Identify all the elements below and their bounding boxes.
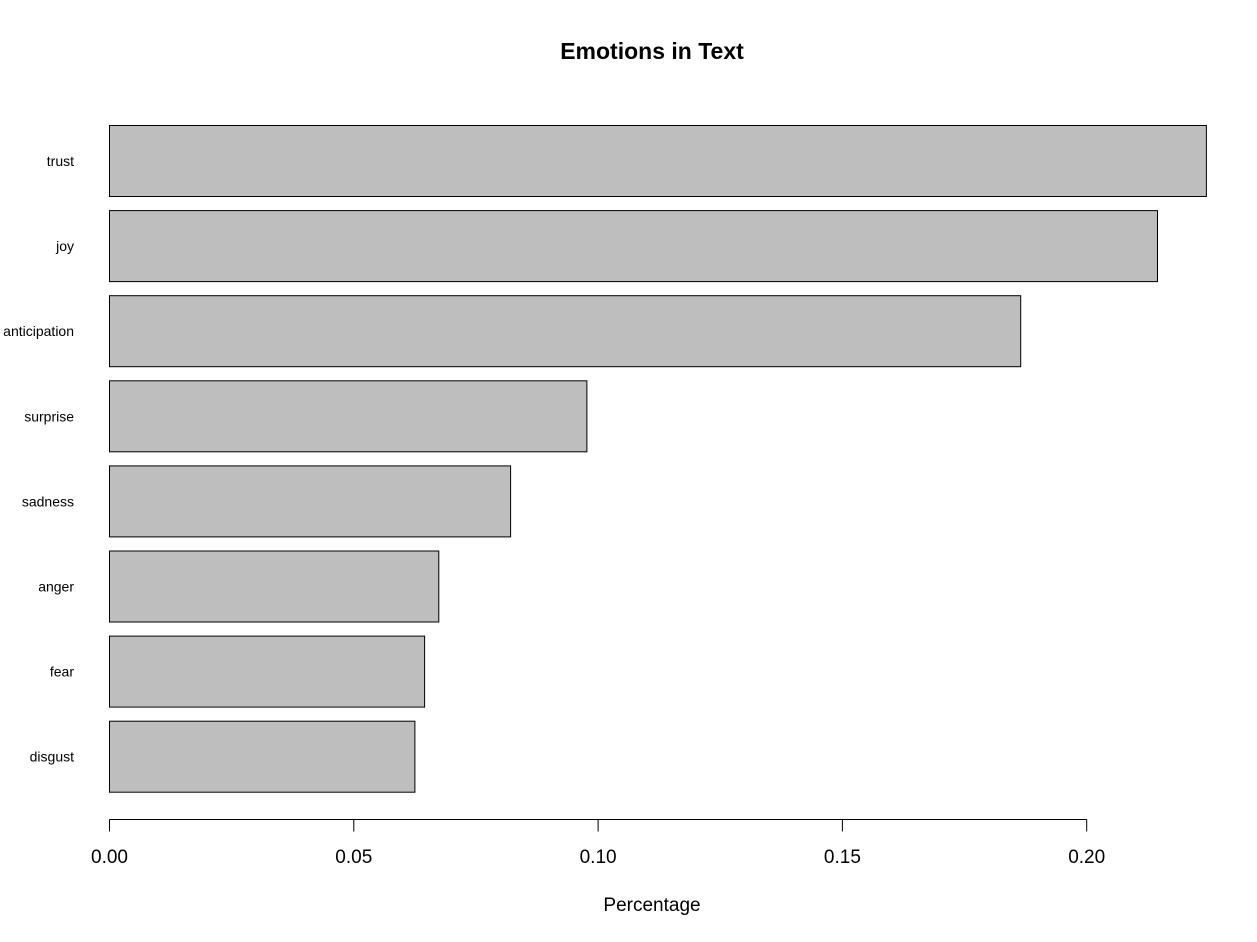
category-label-anticipation: anticipation <box>3 323 74 339</box>
category-label-sadness: sadness <box>22 493 74 509</box>
chart-title: Emotions in Text <box>560 38 744 64</box>
category-label-trust: trust <box>47 153 74 169</box>
category-label-joy: joy <box>55 238 74 254</box>
x-axis: 0.00 0.05 0.10 0.15 0.20 <box>91 819 1105 868</box>
bar-fear <box>109 635 426 708</box>
x-axis-title: Percentage <box>603 895 700 916</box>
bar-trust <box>109 125 1207 197</box>
bar-sadness <box>109 465 512 538</box>
x-tick-label: 0.15 <box>824 847 861 868</box>
category-label-fear: fear <box>50 664 74 680</box>
bar-anticipation <box>109 295 1022 368</box>
category-labels: trust joy anticipation surprise sadness anger… <box>3 153 74 765</box>
x-tick-label: 0.20 <box>1068 847 1105 868</box>
x-tick-label: 0.10 <box>580 847 617 868</box>
x-tick-label: 0.00 <box>91 847 128 868</box>
bars-group <box>109 125 1207 793</box>
bar-joy <box>109 210 1158 283</box>
category-label-disgust: disgust <box>30 749 74 765</box>
bar-anger <box>109 550 440 623</box>
bar-disgust <box>109 720 416 793</box>
x-tick-label: 0.05 <box>335 847 372 868</box>
category-label-surprise: surprise <box>24 408 74 424</box>
category-label-anger: anger <box>38 579 74 595</box>
bar-surprise <box>109 380 588 453</box>
